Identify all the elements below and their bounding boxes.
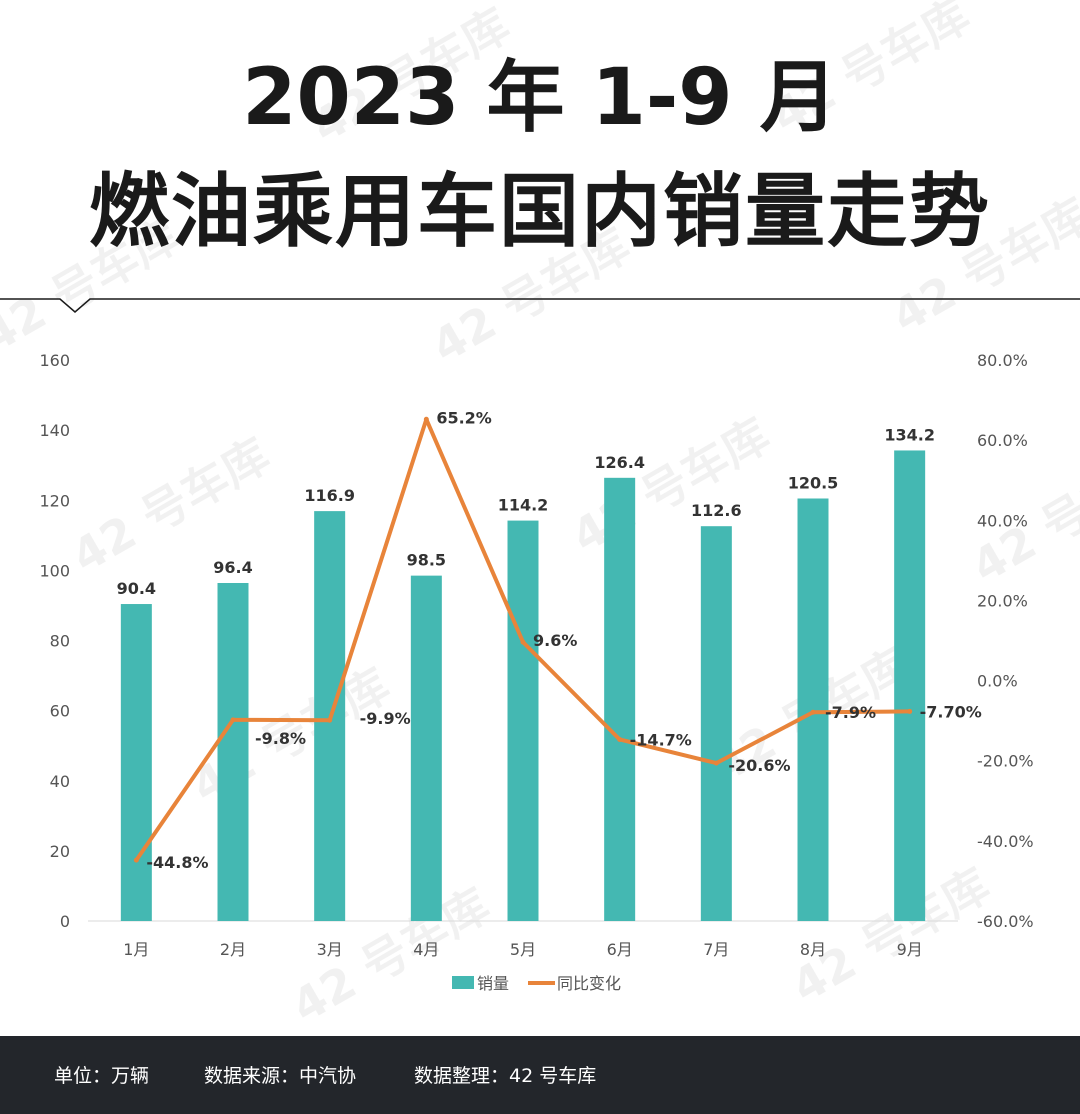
line-point (617, 736, 623, 742)
y-right-tick-label: 60.0% (977, 431, 1028, 450)
y-right-tick-label: 80.0% (977, 351, 1028, 370)
title-block: 2023 年 1-9 月 燃油乘用车国内销量走势 (0, 0, 1080, 300)
legend-swatch-bar (452, 976, 474, 989)
bar-value-label: 90.4 (117, 579, 156, 598)
y-right-tick-label: -60.0% (977, 912, 1034, 931)
y-left-tick-label: 40 (50, 772, 70, 791)
y-left-tick-label: 100 (39, 561, 70, 580)
line-value-label: 65.2% (436, 408, 492, 427)
y-right-tick-label: 0.0% (977, 672, 1018, 691)
y-right-tick-label: 20.0% (977, 591, 1028, 610)
line-point (520, 639, 526, 645)
line-value-label: -9.8% (255, 729, 306, 748)
line-point (327, 717, 333, 723)
y-right-tick-label: -20.0% (977, 752, 1034, 771)
bar-value-label: 96.4 (213, 558, 252, 577)
x-tick-label: 4月 (413, 940, 439, 959)
y-left-tick-label: 20 (50, 842, 70, 861)
bar (410, 575, 442, 921)
y-left-tick-label: 120 (39, 491, 70, 510)
x-tick-label: 3月 (317, 940, 343, 959)
y-right-tick-label: -40.0% (977, 832, 1034, 851)
y-left-tick-label: 160 (39, 351, 70, 370)
line-point (907, 708, 913, 714)
y-left-tick-label: 0 (60, 912, 70, 931)
line-value-label: -20.6% (728, 756, 790, 775)
bar-value-label: 114.2 (498, 496, 549, 515)
line-value-label: -7.70% (920, 702, 982, 721)
bar (507, 520, 539, 921)
footer-compiler: 数据整理：42 号车库 (414, 1065, 597, 1087)
bar-value-label: 98.5 (407, 551, 446, 570)
title-line-2: 燃油乘用车国内销量走势 (89, 165, 991, 258)
bar (604, 477, 636, 921)
line-value-label: -9.9% (360, 709, 411, 728)
line-value-label: -44.8% (146, 853, 208, 872)
line-point (713, 760, 719, 766)
title-line-1: 2023 年 1-9 月 (242, 53, 838, 143)
line-point (810, 709, 816, 715)
x-tick-label: 5月 (510, 940, 536, 959)
y-left-tick-label: 60 (50, 702, 70, 721)
bar (894, 450, 926, 921)
x-tick-label: 1月 (123, 940, 149, 959)
bar-value-label: 116.9 (304, 486, 355, 505)
y-left-tick-label: 80 (50, 632, 70, 651)
bar-value-label: 134.2 (884, 425, 935, 444)
y-left-tick-label: 140 (39, 421, 70, 440)
bar (217, 582, 249, 921)
footer-unit: 单位：万辆 (54, 1065, 150, 1087)
legend-label-line: 同比变化 (557, 974, 621, 993)
bar (700, 526, 732, 921)
line-value-label: 9.6% (533, 631, 577, 650)
line-point (423, 416, 429, 422)
y-right-tick-label: 40.0% (977, 511, 1028, 530)
line-value-label: -14.7% (630, 730, 692, 749)
line-value-label: -7.9% (825, 703, 876, 722)
chart: 0 20 40 60 80 100 120 140 160 -60.0% -40.0% -20.0% 0… (39, 351, 1034, 993)
x-tick-label: 2月 (220, 940, 246, 959)
footer-source: 数据来源：中汽协 (204, 1065, 357, 1087)
bar-value-label: 126.4 (594, 453, 645, 472)
line-point (230, 717, 236, 723)
bar-value-label: 112.6 (691, 501, 742, 520)
legend-label-bar: 销量 (477, 974, 509, 993)
x-tick-label: 7月 (703, 940, 729, 959)
footer: 单位：万辆 数据来源：中汽协 数据整理：42 号车库 (0, 1036, 1080, 1114)
x-tick-label: 9月 (897, 940, 923, 959)
x-tick-label: 8月 (800, 940, 826, 959)
bar-value-label: 120.5 (788, 473, 839, 492)
x-tick-label: 6月 (607, 940, 633, 959)
line-point (133, 857, 139, 863)
bar (120, 604, 152, 921)
